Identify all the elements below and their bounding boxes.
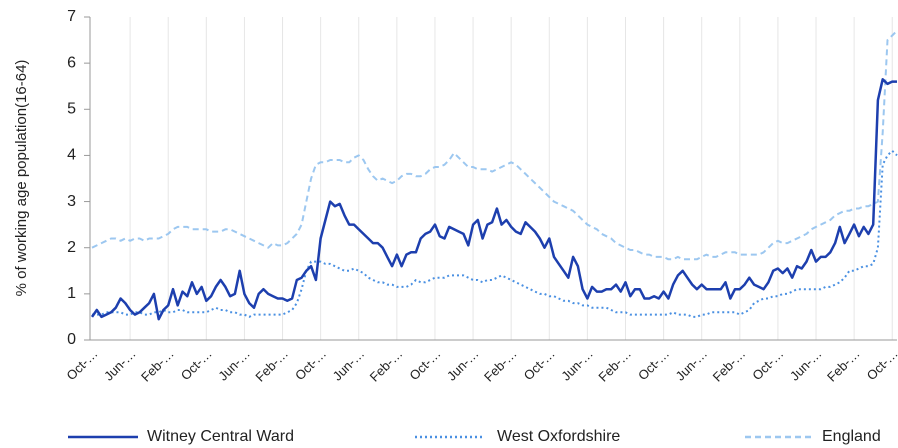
x-tick-label: Feb-… <box>595 346 634 385</box>
x-tick-label: Jun-… <box>558 346 596 384</box>
x-tick-label: Oct-… <box>635 346 672 383</box>
legend-label: West Oxfordshire <box>497 428 620 445</box>
y-tick-label: 3 <box>67 193 76 210</box>
data-line <box>91 30 898 261</box>
x-tick-label: Feb-… <box>138 346 177 385</box>
x-tick-label: Feb-… <box>710 346 749 385</box>
x-tick-label: Oct-… <box>292 346 329 383</box>
x-tick-label: Feb-… <box>367 346 406 385</box>
y-tick-label: 2 <box>67 239 76 256</box>
y-tick-label: 6 <box>67 54 76 71</box>
y-tick-label: 4 <box>67 147 76 164</box>
x-tick-label: Feb-… <box>824 346 863 385</box>
data-line <box>92 149 898 318</box>
y-tick-label: 1 <box>67 285 76 302</box>
x-tick-label: Jun-… <box>444 346 482 384</box>
y-tick-label: 7 <box>67 8 76 25</box>
legend-label: England <box>822 428 881 445</box>
x-tick-label: Jun-… <box>787 346 825 384</box>
x-tick-label: Oct-… <box>521 346 558 383</box>
x-tick-label: Jun-… <box>330 346 368 384</box>
y-tick-label: 0 <box>67 331 76 348</box>
x-tick-label: Oct-… <box>178 346 215 383</box>
x-tick-label: Oct-… <box>63 346 100 383</box>
y-axis-label: % of working age population(16-64) <box>13 60 30 297</box>
legend-label: Witney Central Ward <box>147 428 294 445</box>
x-tick-label: Feb-… <box>481 346 520 385</box>
x-tick-label: Oct-… <box>864 346 898 383</box>
x-tick-label: Feb-… <box>252 346 291 385</box>
x-tick-label: Jun-… <box>101 346 139 384</box>
y-tick-label: 5 <box>67 101 76 118</box>
x-tick-label: Jun-… <box>673 346 711 384</box>
x-tick-label: Jun-… <box>215 346 253 384</box>
x-tick-label: Oct-… <box>406 346 443 383</box>
data-line <box>90 78 897 321</box>
x-tick-label: Oct-… <box>749 346 786 383</box>
